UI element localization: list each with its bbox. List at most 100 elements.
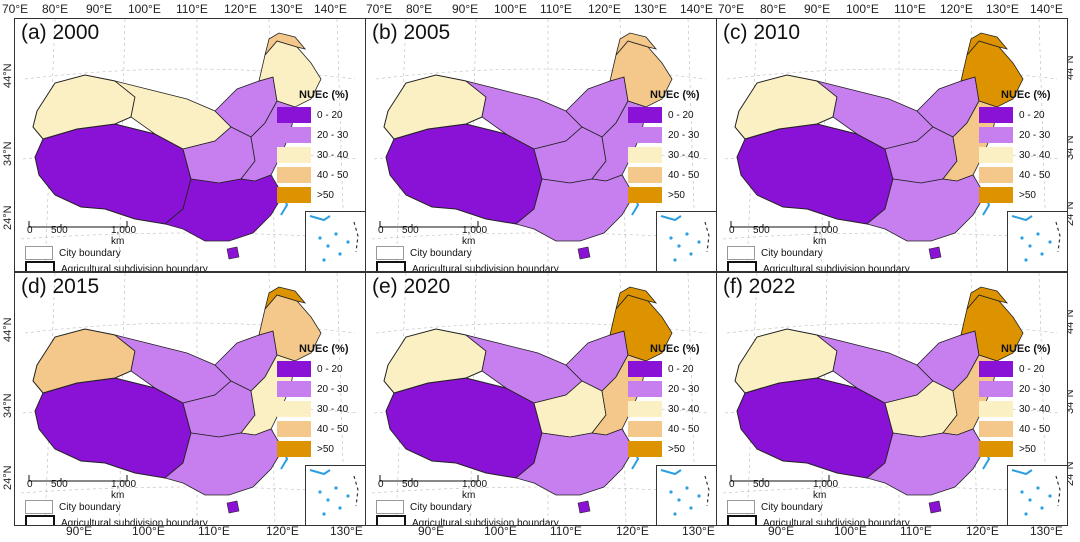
scale-label: 1,000 km bbox=[111, 225, 137, 247]
legend-swatch bbox=[979, 127, 1013, 143]
legend-label: 40 - 50 bbox=[668, 169, 700, 181]
subdivision-boundary-swatch bbox=[727, 515, 757, 525]
legend-label: 20 - 30 bbox=[1019, 383, 1051, 395]
lon-label: 80°E bbox=[42, 2, 69, 16]
scale-label: 500 bbox=[402, 225, 419, 236]
lon-label: 100°E bbox=[834, 524, 867, 538]
scale-bar-line bbox=[379, 475, 479, 482]
lat-label: 34°N bbox=[2, 141, 14, 166]
lon-label: 100°E bbox=[128, 2, 161, 16]
scale-label: 0 bbox=[378, 225, 384, 236]
lon-label: 90°E bbox=[418, 524, 445, 538]
choropleth-map bbox=[371, 273, 711, 525]
legend-swatch bbox=[277, 401, 311, 417]
legend-item: 0 - 20 bbox=[277, 105, 359, 125]
city-boundary-label: City boundary bbox=[410, 501, 472, 513]
inset-map bbox=[1011, 469, 1061, 516]
scale-label: 1,000 km bbox=[813, 479, 839, 501]
city-boundary-swatch bbox=[376, 246, 404, 260]
choropleth-map bbox=[722, 19, 1062, 271]
legend-swatch bbox=[628, 167, 662, 183]
lon-label: 120°E bbox=[616, 524, 649, 538]
legend-label: 20 - 30 bbox=[668, 383, 700, 395]
choropleth-map bbox=[20, 273, 360, 525]
lon-label: 120°E bbox=[266, 524, 299, 538]
lon-label: 110°E bbox=[550, 524, 582, 538]
scale-label: 500 bbox=[402, 479, 419, 490]
city-boundary-label: City boundary bbox=[59, 501, 121, 513]
subdivision-boundary-label: Agricultural subdivision boundary bbox=[61, 517, 208, 526]
region-south bbox=[164, 428, 284, 496]
scale-label: 500 bbox=[753, 225, 770, 236]
legend-item: 40 - 50 bbox=[979, 419, 1061, 439]
region-south bbox=[515, 428, 635, 496]
map-panel-e: (e) 2020 NUEc (%) 0 - 20 20 - 30 30 - 40… bbox=[365, 272, 717, 526]
scale-label: 500 bbox=[51, 225, 68, 236]
legend-item: >50 bbox=[628, 439, 710, 459]
choropleth-map bbox=[20, 19, 360, 271]
legend-swatch bbox=[628, 187, 662, 203]
legend-swatch bbox=[979, 441, 1013, 457]
legend-item: 0 - 20 bbox=[979, 105, 1061, 125]
legend-title: NUEc (%) bbox=[1001, 89, 1051, 101]
subdivision-boundary-swatch bbox=[376, 515, 406, 525]
legend-label: 0 - 20 bbox=[668, 363, 694, 375]
scale-bar-line bbox=[730, 475, 830, 482]
legend: NUEc (%) 0 - 20 20 - 30 30 - 40 40 - 50 … bbox=[628, 89, 710, 211]
legend-label: 40 - 50 bbox=[317, 169, 349, 181]
legend-swatch bbox=[277, 147, 311, 163]
lon-label: 120°E bbox=[940, 2, 973, 16]
legend-item: 30 - 40 bbox=[277, 399, 359, 419]
legend-label: >50 bbox=[668, 443, 685, 455]
legend-label: >50 bbox=[668, 189, 685, 201]
legend-item: 40 - 50 bbox=[277, 165, 359, 185]
legend-item: 0 - 20 bbox=[277, 359, 359, 379]
subdivision-boundary-label: Agricultural subdivision boundary bbox=[763, 517, 910, 526]
longitude-labels-bottom: 90°E 100°E 110°E 120°E 130°E 90°E 100°E … bbox=[0, 524, 1080, 542]
subdivision-boundary-legend: Agricultural subdivision boundary bbox=[25, 261, 208, 271]
legend-item: 20 - 30 bbox=[979, 379, 1061, 399]
region-northeast_tip bbox=[615, 32, 658, 56]
lon-label: 70°E bbox=[366, 2, 393, 16]
legend-item: 20 - 30 bbox=[628, 125, 710, 145]
longitude-labels-top: 70°E 80°E 90°E 100°E 110°E 120°E 130°E 1… bbox=[0, 2, 1080, 20]
legend-item: 40 - 50 bbox=[628, 419, 710, 439]
legend-swatch bbox=[979, 107, 1013, 123]
legend-label: 0 - 20 bbox=[668, 109, 694, 121]
lon-label: 130°E bbox=[682, 524, 715, 538]
lat-label: 34°N bbox=[2, 393, 14, 418]
lon-label: 140°E bbox=[314, 2, 347, 16]
lon-label: 110°E bbox=[894, 2, 926, 16]
city-boundary-legend: City boundary bbox=[727, 245, 823, 261]
legend-swatch bbox=[628, 401, 662, 417]
scale-bar: 0 500 1,000 km bbox=[378, 217, 498, 247]
city-boundary-legend: City boundary bbox=[376, 245, 472, 261]
legend-label: 0 - 20 bbox=[1019, 109, 1045, 121]
choropleth-map bbox=[371, 19, 711, 271]
legend-label: 30 - 40 bbox=[1019, 149, 1051, 161]
scale-label: 1,000 km bbox=[111, 479, 137, 501]
legend-title: NUEc (%) bbox=[299, 89, 349, 101]
legend-swatch bbox=[277, 421, 311, 437]
region-south bbox=[866, 428, 986, 496]
legend: NUEc (%) 0 - 20 20 - 30 30 - 40 40 - 50 … bbox=[979, 89, 1061, 211]
region-south bbox=[164, 174, 284, 242]
legend-item: >50 bbox=[277, 185, 359, 205]
scale-label: 1,000 km bbox=[462, 479, 488, 501]
lon-label: 70°E bbox=[718, 2, 745, 16]
legend-swatch bbox=[979, 361, 1013, 377]
subdivision-boundary-swatch bbox=[376, 261, 406, 271]
south-china-sea-inset bbox=[305, 211, 365, 271]
lon-label: 90°E bbox=[452, 2, 479, 16]
legend-item: >50 bbox=[628, 185, 710, 205]
region-south bbox=[515, 174, 635, 242]
legend: NUEc (%) 0 - 20 20 - 30 30 - 40 40 - 50 … bbox=[628, 343, 710, 465]
subdivision-boundary-swatch bbox=[25, 261, 55, 271]
legend-swatch bbox=[979, 421, 1013, 437]
lon-label: 90°E bbox=[768, 524, 795, 538]
scale-label: 0 bbox=[27, 225, 33, 236]
legend: NUEc (%) 0 - 20 20 - 30 30 - 40 40 - 50 … bbox=[979, 343, 1061, 465]
lon-label: 110°E bbox=[540, 2, 572, 16]
legend-item: 20 - 30 bbox=[628, 379, 710, 399]
lon-label: 130°E bbox=[986, 2, 1019, 16]
